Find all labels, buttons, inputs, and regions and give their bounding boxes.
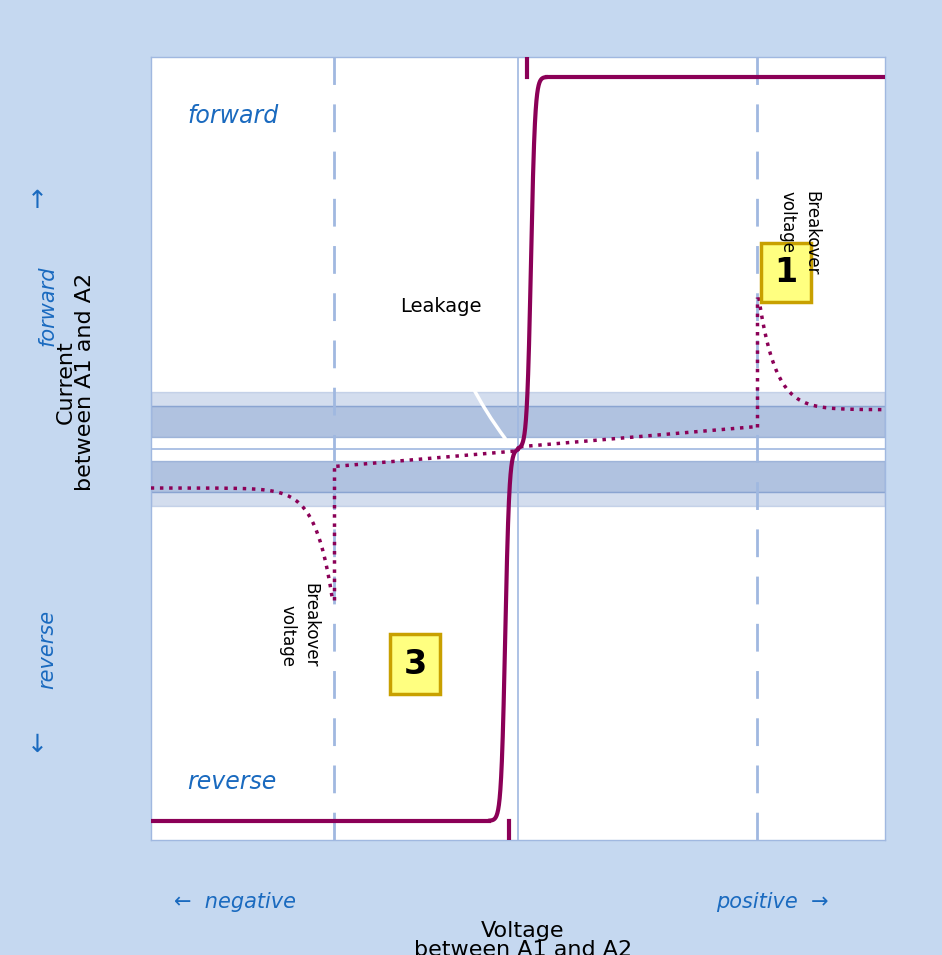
Text: 1: 1 <box>774 256 798 289</box>
Text: Breakover
voltage: Breakover voltage <box>278 583 319 668</box>
Text: positive  →: positive → <box>716 893 829 912</box>
Bar <box>151 406 885 437</box>
Text: reverse: reverse <box>187 770 277 794</box>
Bar <box>151 393 885 406</box>
Text: between A1 and A2: between A1 and A2 <box>414 941 632 955</box>
Text: between A1 and A2: between A1 and A2 <box>74 273 95 491</box>
Text: Breakover
voltage: Breakover voltage <box>779 191 820 276</box>
Text: ↑: ↑ <box>27 188 48 213</box>
Text: forward: forward <box>187 104 279 128</box>
Text: Leakage: Leakage <box>400 297 506 438</box>
Text: reverse: reverse <box>37 610 57 689</box>
Text: 3: 3 <box>403 647 427 681</box>
Text: forward: forward <box>37 265 57 346</box>
Text: Current: Current <box>56 340 76 424</box>
Text: Voltage: Voltage <box>481 922 564 941</box>
Bar <box>151 460 885 492</box>
Text: ↓: ↓ <box>27 732 48 757</box>
Bar <box>151 492 885 505</box>
Text: ←  negative: ← negative <box>174 893 297 912</box>
